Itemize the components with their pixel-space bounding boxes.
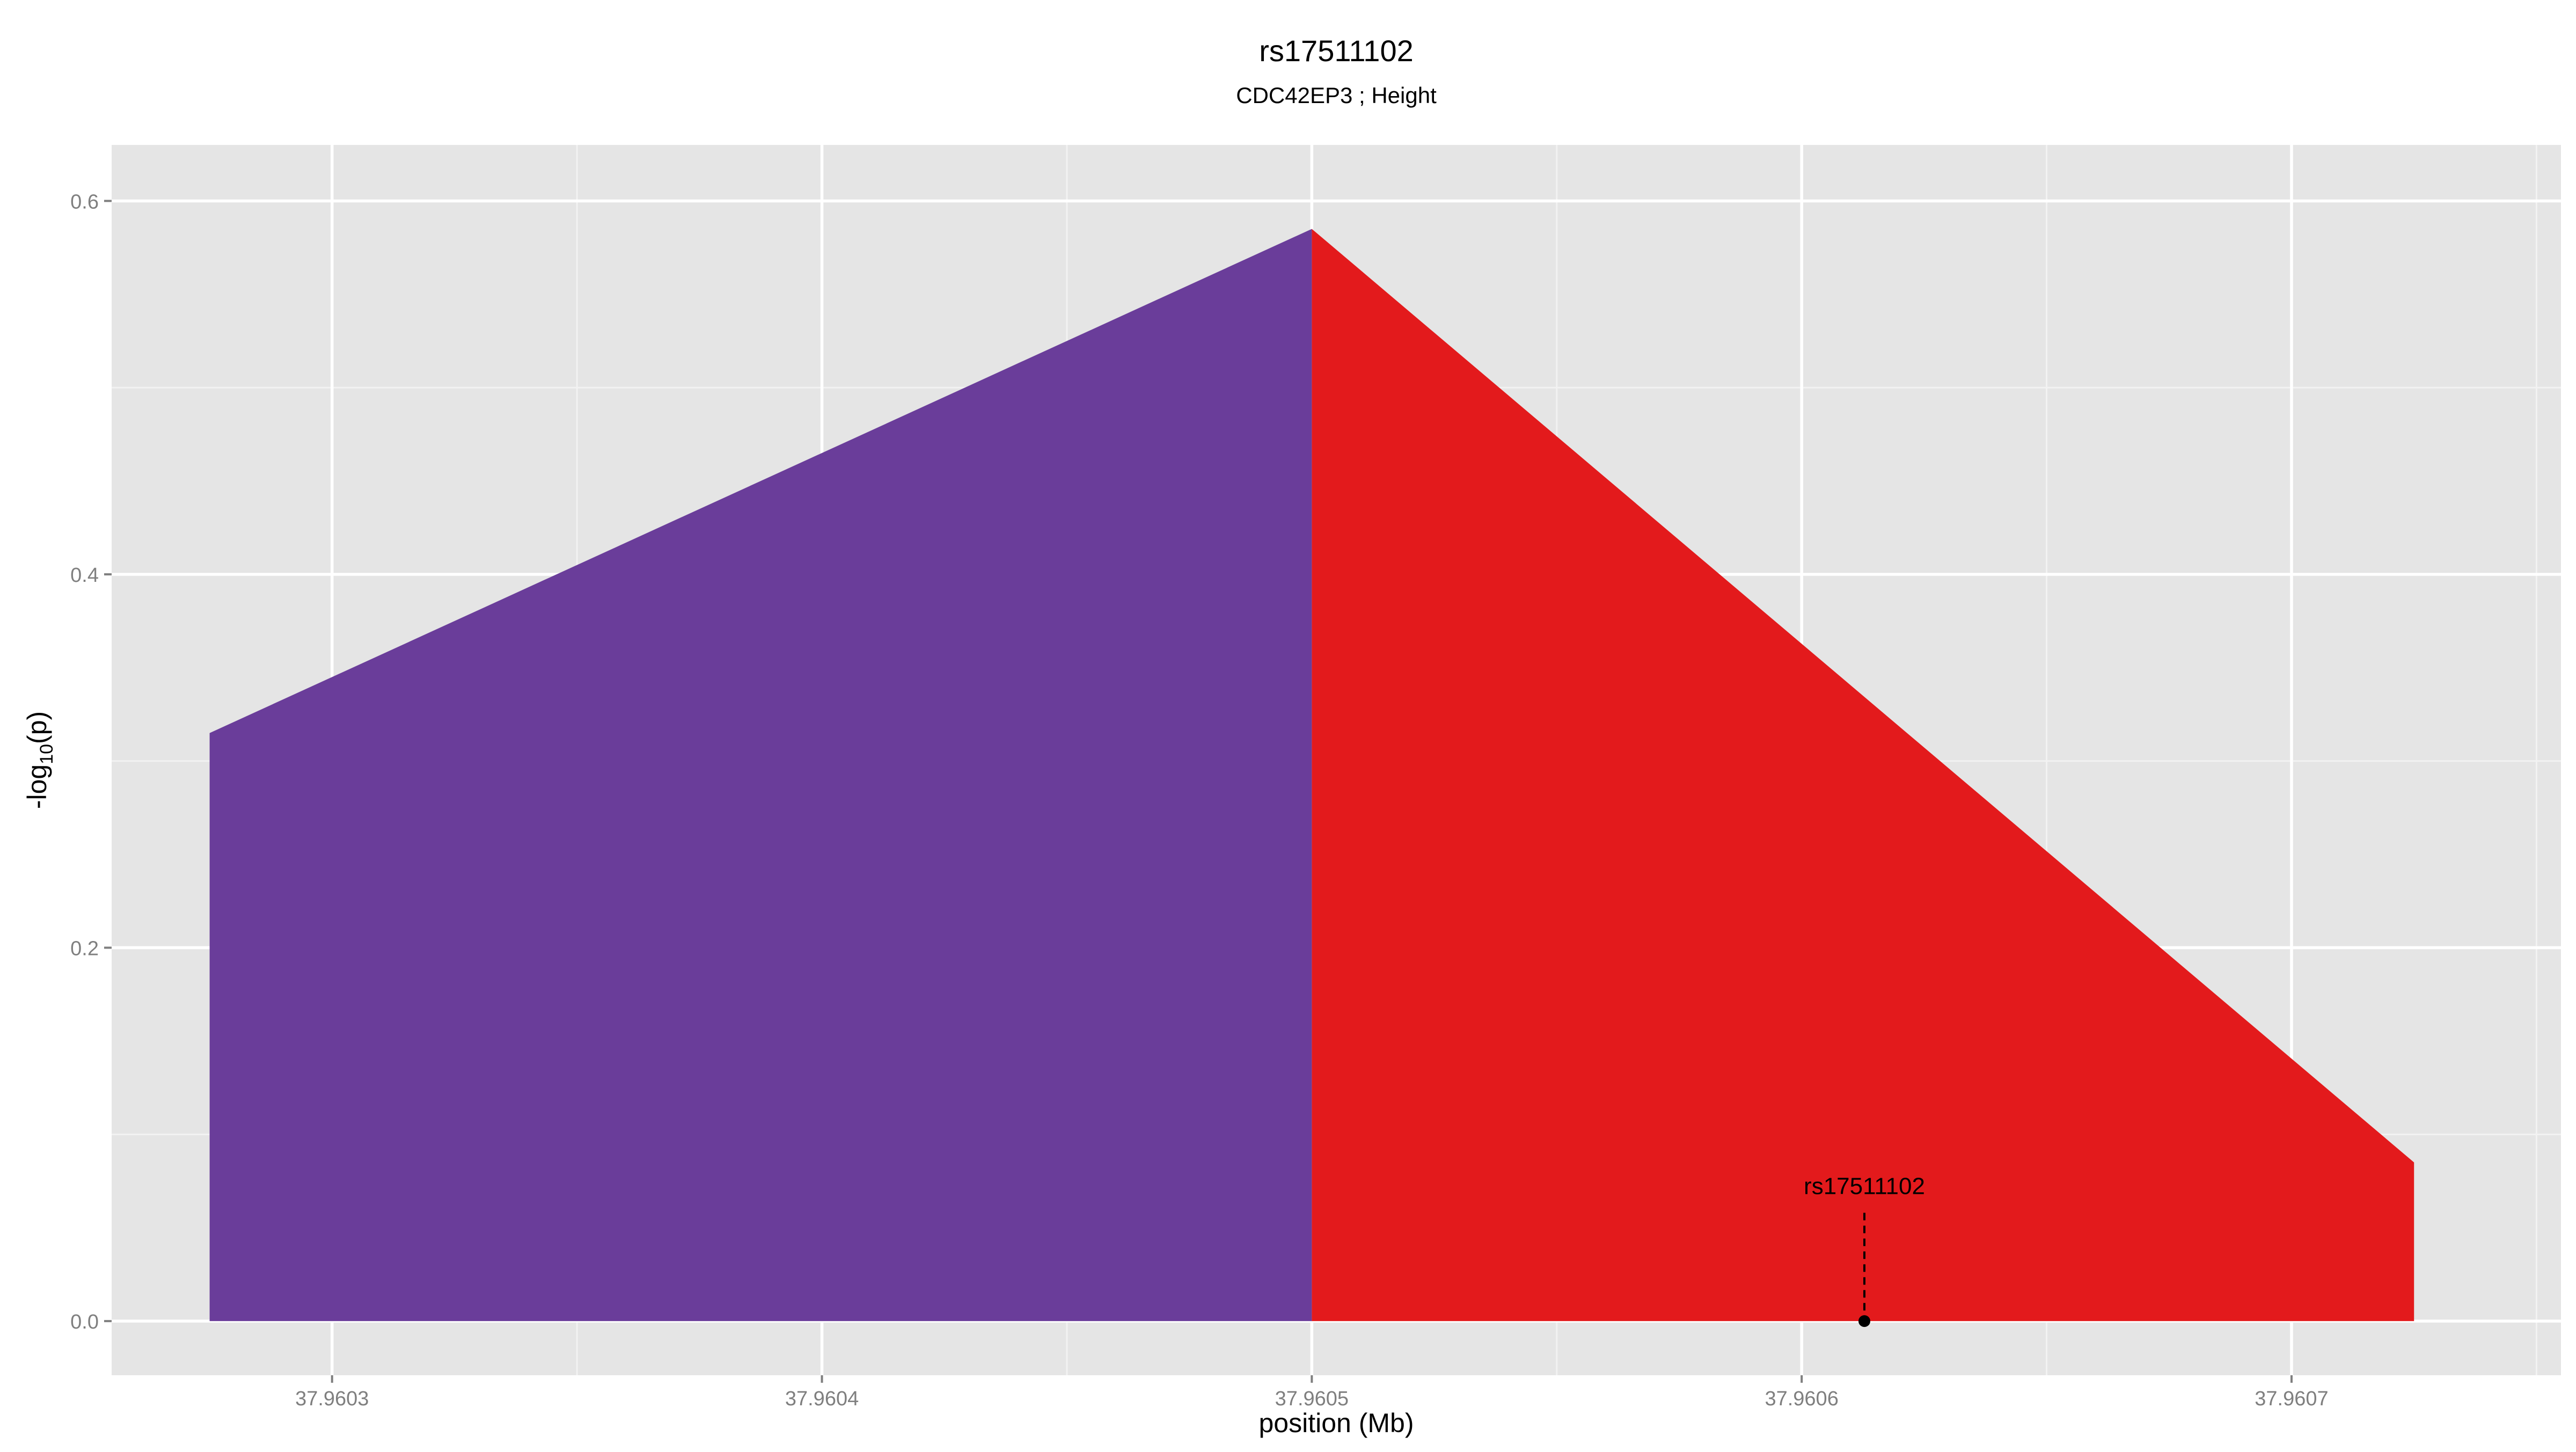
y-tick-label: 0.2 <box>70 938 99 960</box>
x-axis: 37.9603 37.9604 37.9605 37.9606 37.9607 <box>295 1375 2329 1410</box>
chart-title: rs17511102 <box>1259 34 1414 68</box>
series-area-1 <box>1312 229 2414 1322</box>
annotation-layer: rs17511102 <box>1804 1173 1925 1327</box>
x-tick-label: 37.9606 <box>1765 1388 1838 1410</box>
y-axis: 0.0 0.2 0.4 0.6 <box>70 191 112 1333</box>
y-axis-title-pre: -log <box>22 764 52 809</box>
annotation-point <box>1858 1315 1870 1327</box>
x-tick-label: 37.9605 <box>1275 1388 1349 1410</box>
y-axis-title-post: (p) <box>22 711 52 744</box>
y-tick-label: 0.4 <box>70 564 99 587</box>
x-axis-title: position (Mb) <box>1259 1408 1414 1438</box>
y-tick-label: 0.6 <box>70 191 99 213</box>
annotation-label: rs17511102 <box>1804 1173 1925 1200</box>
series-layer <box>209 229 2414 1322</box>
x-tick-label: 37.9603 <box>295 1388 369 1410</box>
series-area-0 <box>209 229 1312 1322</box>
x-tick-label: 37.9604 <box>785 1388 859 1410</box>
x-tick-label: 37.9607 <box>2255 1388 2328 1410</box>
y-tick-label: 0.0 <box>70 1311 99 1333</box>
y-axis-title-sub: 10 <box>36 744 57 764</box>
y-axis-title: -log10(p) <box>22 711 57 809</box>
chart-subtitle: CDC42EP3 ; Height <box>1236 83 1437 108</box>
